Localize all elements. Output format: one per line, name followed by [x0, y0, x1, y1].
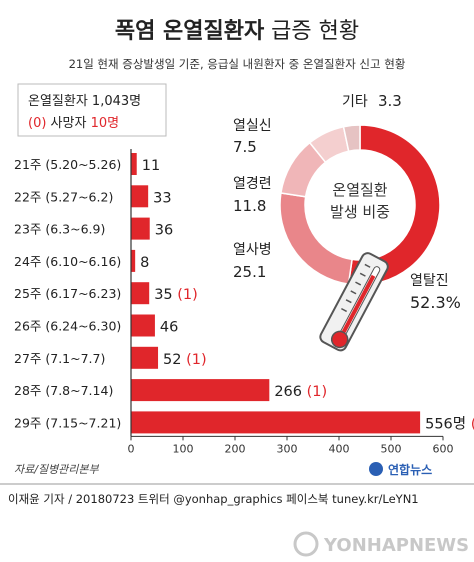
x-axis: 0 100 200 300 400 500 600 [128, 149, 454, 455]
bar [131, 217, 150, 240]
death-count: (1) [181, 352, 206, 368]
category-label: 22주 (5.27~6.2) [14, 189, 113, 204]
bar [131, 185, 149, 208]
value-label: 266 (1) [274, 384, 327, 400]
value-number: 11 [142, 158, 160, 174]
death-value: 10명 [91, 116, 120, 131]
bar [131, 282, 150, 305]
bar [131, 153, 137, 175]
bar [131, 314, 155, 337]
death-count: (7) [466, 416, 474, 432]
donut-labels: 열탈진 52.3% 열사병 25.1 열경련 11.8 열실신 7.5 기타 3.3 [233, 92, 461, 312]
value-label: 33 [153, 190, 171, 206]
donut-slice-name: 열경련 [233, 176, 272, 192]
category-label: 28주 (7.8~7.14) [14, 383, 113, 398]
category-label: 21주 (5.20~5.26) [14, 157, 121, 172]
value-label: 35 (1) [154, 287, 198, 303]
x-tick-label: 0 [128, 442, 135, 455]
value-number: 52 [163, 352, 181, 368]
bar [131, 379, 270, 402]
source-label: 자료/질병관리본부 [14, 463, 100, 476]
value-label: 36 [155, 223, 173, 239]
summary-deaths: (0) 사망자 10명 [28, 116, 119, 131]
logo-text: 연합뉴스 [388, 462, 432, 477]
value-label: 11 [142, 158, 160, 174]
summary-box [17, 83, 167, 137]
value-label: 46 [160, 320, 178, 336]
x-tick-label: 600 [433, 442, 454, 455]
yonhap-logo-icon [369, 462, 383, 476]
value-number: 8 [140, 255, 149, 271]
title-bold: 폭염 온열질환자 [115, 19, 265, 44]
x-tick-label: 400 [329, 442, 350, 455]
donut-slice-value: 52.3% [410, 293, 461, 312]
thermometer-illustration [319, 252, 389, 352]
donut-slice-value: 11.8 [233, 197, 266, 215]
death-prefix: (0) [28, 116, 46, 131]
subtitle: 21일 현재 증상발생일 기준, 응급실 내원환자 중 온열질환자 신고 현황 [69, 57, 406, 71]
value-label: 52 (1) [163, 352, 207, 368]
donut-center-line2: 발생 비중 [330, 203, 390, 221]
x-tick-label: 100 [173, 442, 194, 455]
death-count: (1) [173, 287, 198, 303]
bars [131, 153, 421, 434]
summary-total: 온열질환자 1,043명 [28, 94, 141, 109]
value-number: 266 [274, 384, 302, 400]
category-label: 29주 (7.15~7.21) [14, 415, 121, 430]
death-count: (1) [302, 384, 327, 400]
death-label: 사망자 [46, 116, 90, 131]
credit-line: 이재윤 기자 / 20180723 트위터 @yonhap_graphics 페… [8, 492, 419, 506]
value-label: 556명 (7) [425, 415, 474, 432]
donut-slice-value: 3.3 [378, 92, 402, 110]
category-label: 26주 (6.24~6.30) [14, 319, 121, 334]
donut-slice-name: 기타 [342, 94, 368, 110]
value-label: 8 [140, 255, 149, 271]
title: 폭염 온열질환자 급증 현황 [115, 19, 359, 44]
donut-slice-value: 7.5 [233, 138, 257, 156]
donut-slice [342, 124, 361, 153]
x-tick-label: 300 [277, 442, 298, 455]
value-number: 36 [155, 223, 173, 239]
x-tick-label: 200 [225, 442, 246, 455]
donut-center-line1: 온열질환 [332, 181, 387, 199]
value-number: 46 [160, 320, 178, 336]
donut-slice-name: 열사병 [233, 242, 272, 258]
category-label: 24주 (6.10~6.16) [14, 254, 121, 269]
value-number: 35 [154, 287, 172, 303]
category-label: 27주 (7.1~7.7) [14, 351, 105, 366]
title-rest: 급증 현황 [264, 19, 359, 44]
category-label: 23주 (6.3~6.9) [14, 222, 105, 237]
donut-slice-value: 25.1 [233, 263, 266, 281]
value-number: 556명 [425, 415, 466, 432]
donut-slice-name: 열탈진 [410, 273, 449, 289]
bar [131, 249, 136, 272]
donut-slice-name: 열실신 [233, 118, 272, 134]
bar [131, 411, 421, 434]
bar [131, 346, 159, 369]
bar-category-labels: 21주 (5.20~5.26) 22주 (5.27~6.2) 23주 (6.3~6.… [14, 157, 121, 430]
category-label: 25주 (6.17~6.23) [14, 286, 121, 301]
value-number: 33 [153, 190, 171, 206]
x-tick-label: 500 [381, 442, 402, 455]
